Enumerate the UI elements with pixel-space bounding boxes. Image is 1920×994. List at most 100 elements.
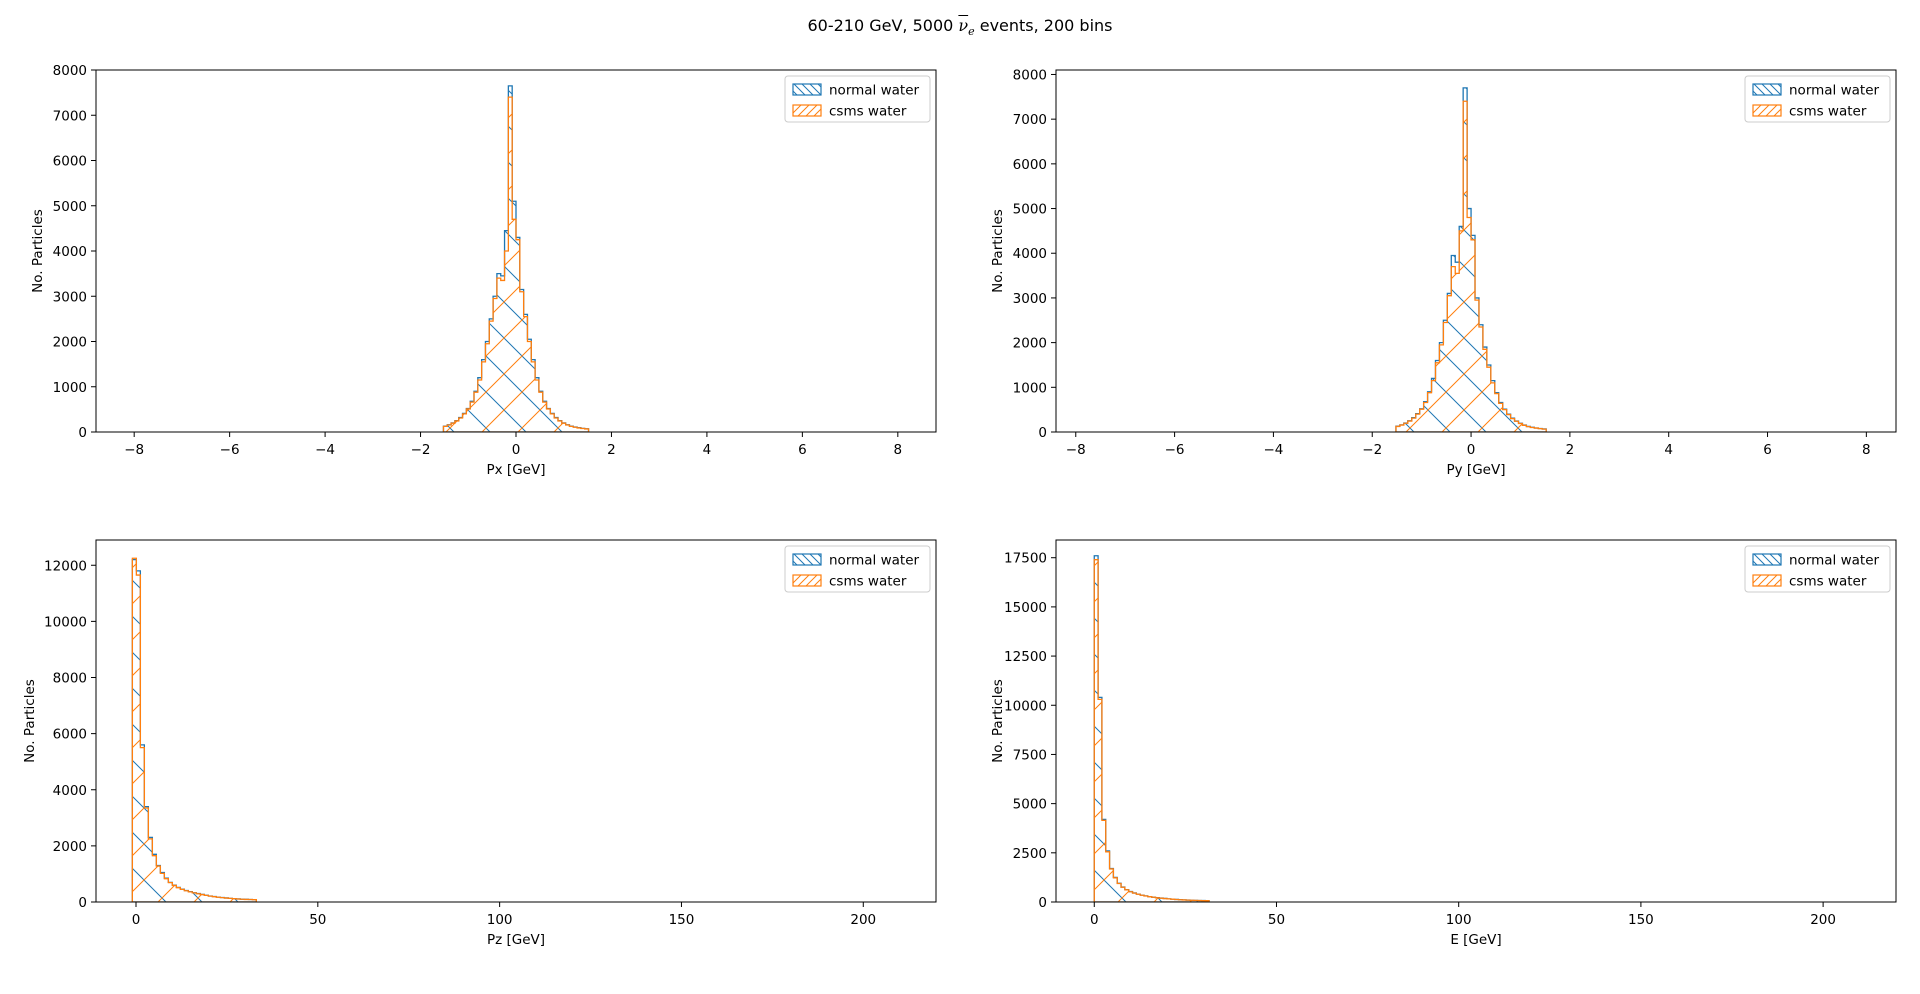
- pz-y-tick-label: 8000: [53, 671, 87, 687]
- px-legend-label: normal water: [829, 83, 920, 99]
- py-x-tick-label: 4: [1664, 442, 1673, 458]
- px-y-tick-label: 5000: [53, 199, 87, 215]
- py-bars: [1395, 87, 1547, 432]
- px-legend: normal water csms water: [784, 75, 931, 123]
- px-y-tick-label: 3000: [53, 289, 87, 305]
- px-legend-swatch: [792, 83, 822, 96]
- e-series-normal-step: [1093, 555, 1210, 902]
- px-y-tick-label: 8000: [53, 63, 87, 79]
- pz-y-tick-label: 0: [78, 895, 87, 911]
- pz-legend-swatch: [792, 574, 822, 587]
- py-legend-label: normal water: [1789, 83, 1880, 99]
- pz-x-axis-label: Pz [GeV]: [487, 932, 545, 948]
- px-x-tick-label: 6: [798, 442, 807, 458]
- py-x-tick-label: 8: [1862, 442, 1871, 458]
- pz-y-axis-label: No. Particles: [22, 679, 38, 763]
- e-x-tick-label: 100: [1446, 912, 1472, 928]
- pz-x-tick-label: 200: [850, 912, 876, 928]
- py-x-tick-label: −4: [1263, 442, 1283, 458]
- px-x-tick-label: 2: [607, 442, 616, 458]
- e-y-tick-label: 10000: [1004, 698, 1047, 714]
- py-y-tick-label: 2000: [1013, 336, 1047, 352]
- e-legend-label: normal water: [1789, 553, 1880, 569]
- px-y-tick-label: 7000: [53, 108, 87, 124]
- px-series-csms-step: [442, 96, 590, 432]
- pz-axes-frame: [95, 539, 937, 903]
- e-histogram-panel: 0 50 100 150 200 0 2500 5000 7500 10000 12500 15000…: [990, 539, 1897, 948]
- e-legend-swatch: [1752, 553, 1782, 566]
- py-y-tick-label: 6000: [1013, 157, 1047, 173]
- py-axes-frame: [1055, 69, 1897, 433]
- e-legend: normal water csms water: [1744, 545, 1891, 593]
- e-y-tick-label: 15000: [1004, 600, 1047, 616]
- pz-series-csms-step: [131, 557, 258, 902]
- e-y-tick-label: 12500: [1004, 649, 1047, 665]
- pz-y-tick-label: 12000: [44, 558, 87, 574]
- title-suffix: events, 200 bins: [974, 16, 1113, 35]
- py-y-axis-label: No. Particles: [990, 209, 1006, 293]
- py-legend: normal water csms water: [1744, 75, 1891, 123]
- px-y-tick-label: 4000: [53, 244, 87, 260]
- e-x-tick-label: 50: [1268, 912, 1285, 928]
- px-histogram-panel: −8 −6 −4 −2 0 2 4 6 8 0 1000 2000 3000 4000 5000 6000 70…: [30, 63, 937, 478]
- title-nu-symbol: ν: [958, 16, 969, 35]
- px-y-tick-label: 0: [78, 425, 87, 441]
- py-y-tick-label: 4000: [1013, 246, 1047, 262]
- e-y-tick-label: 0: [1038, 895, 1047, 911]
- e-series-csms-step: [1093, 559, 1210, 902]
- py-y-tick-label: 1000: [1013, 380, 1047, 396]
- px-y-tick-label: 2000: [53, 335, 87, 351]
- e-legend-swatch: [1752, 574, 1782, 587]
- pz-legend-label: normal water: [829, 553, 920, 569]
- px-x-tick-label: −4: [315, 442, 335, 458]
- px-x-tick-label: 8: [894, 442, 903, 458]
- title-nu-subscript: e: [968, 25, 975, 39]
- py-x-tick-label: −2: [1362, 442, 1382, 458]
- px-x-tick-label: 4: [703, 442, 712, 458]
- figure-title: 60-210 GeV, 5000 νe events, 200 bins: [0, 16, 1920, 38]
- py-x-tick-label: −8: [1066, 442, 1086, 458]
- pz-x-tick-label: 100: [487, 912, 513, 928]
- py-y-tick-label: 8000: [1013, 67, 1047, 83]
- pz-histogram-panel: 0 50 100 150 200020004000600080001000012000P…: [22, 539, 937, 948]
- py-x-tick-label: 2: [1566, 442, 1575, 458]
- e-y-tick-label: 2500: [1013, 846, 1047, 862]
- e-y-tick-label: 17500: [1004, 551, 1047, 567]
- py-y-tick-label: 7000: [1013, 112, 1047, 128]
- pz-y-tick-label: 10000: [44, 614, 87, 630]
- pz-legend: normal water csms water: [784, 545, 931, 593]
- e-y-tick-label: 7500: [1013, 747, 1047, 763]
- py-y-tick-label: 5000: [1013, 202, 1047, 218]
- py-legend-swatch: [1752, 104, 1782, 117]
- e-legend-label: csms water: [1789, 574, 1867, 590]
- pz-legend-swatch: [792, 553, 822, 566]
- py-x-tick-label: −6: [1165, 442, 1185, 458]
- e-x-tick-label: 0: [1090, 912, 1099, 928]
- pz-y-tick-label: 6000: [53, 727, 87, 743]
- py-x-tick-label: 0: [1467, 442, 1476, 458]
- e-y-tick-label: 5000: [1013, 797, 1047, 813]
- e-x-tick-label: 150: [1628, 912, 1654, 928]
- px-y-tick-label: 1000: [53, 380, 87, 396]
- px-x-axis-label: Px [GeV]: [487, 462, 546, 478]
- e-y-axis-label: No. Particles: [990, 679, 1006, 763]
- pz-legend-label: csms water: [829, 574, 907, 590]
- py-x-tick-label: 6: [1763, 442, 1772, 458]
- py-x-axis-label: Py [GeV]: [1447, 462, 1506, 478]
- px-x-tick-label: −2: [411, 442, 431, 458]
- py-series-csms-step: [1395, 100, 1547, 432]
- pz-x-tick-label: 150: [669, 912, 695, 928]
- px-y-axis-label: No. Particles: [30, 209, 46, 293]
- e-x-tick-label: 200: [1810, 912, 1836, 928]
- pz-x-tick-label: 0: [132, 912, 141, 928]
- py-y-tick-label: 3000: [1013, 291, 1047, 307]
- px-x-tick-label: −6: [220, 442, 240, 458]
- e-axes-frame: [1055, 539, 1897, 903]
- px-legend-swatch: [792, 104, 822, 117]
- px-legend-label: csms water: [829, 104, 907, 120]
- py-legend-label: csms water: [1789, 104, 1867, 120]
- pz-y-tick-label: 2000: [53, 839, 87, 855]
- title-prefix: 60-210 GeV, 5000: [807, 16, 959, 35]
- e-x-axis-label: E [GeV]: [1450, 932, 1501, 948]
- pz-y-tick-label: 4000: [53, 783, 87, 799]
